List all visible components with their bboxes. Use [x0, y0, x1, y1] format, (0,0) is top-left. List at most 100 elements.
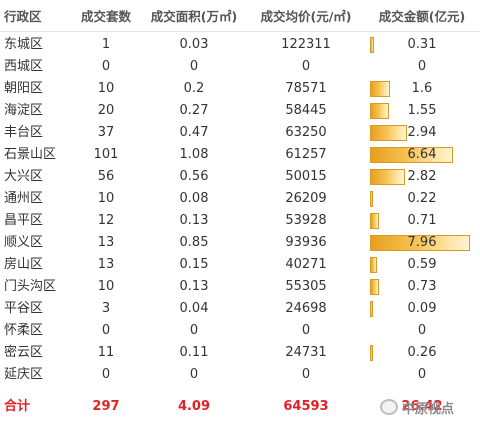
price-cell: 58445 — [285, 103, 327, 118]
amount-bar — [370, 37, 374, 53]
table-row: 东城区 1 0.03 122311 0.31 — [0, 34, 480, 56]
units-cell: 10 — [97, 191, 115, 206]
amount-cell: 7.96 — [407, 235, 437, 250]
header-amount: 成交金额(亿元) — [378, 9, 466, 24]
price-cell: 55305 — [285, 279, 327, 294]
amount-bar — [370, 81, 390, 97]
district-cell: 通州区 — [4, 191, 44, 206]
area-cell: 0.15 — [179, 257, 209, 272]
price-cell: 26209 — [285, 191, 327, 206]
units-cell: 0 — [101, 367, 111, 382]
table-row: 门头沟区 10 0.13 55305 0.73 — [0, 276, 480, 298]
header-district: 行政区 — [4, 9, 42, 24]
amount-cell: 0.22 — [407, 191, 437, 206]
amount-cell: 0.73 — [407, 279, 437, 294]
district-cell: 丰台区 — [4, 125, 44, 140]
price-cell: 0 — [301, 367, 311, 382]
area-cell: 0 — [189, 367, 199, 382]
area-cell: 0 — [189, 59, 199, 74]
units-cell: 12 — [97, 213, 115, 228]
table-row: 大兴区 56 0.56 50015 2.82 — [0, 166, 480, 188]
price-cell: 63250 — [285, 125, 327, 140]
units-cell: 20 — [97, 103, 115, 118]
units-cell: 1 — [101, 37, 111, 52]
area-cell: 0.04 — [179, 301, 209, 316]
units-cell: 10 — [97, 81, 115, 96]
area-cell: 0.85 — [179, 235, 209, 250]
table-row: 通州区 10 0.08 26209 0.22 — [0, 188, 480, 210]
table-row: 朝阳区 10 0.2 78571 1.6 — [0, 78, 480, 100]
price-cell: 0 — [301, 323, 311, 338]
district-cell: 怀柔区 — [4, 323, 44, 338]
price-cell: 93936 — [285, 235, 327, 250]
district-cell: 大兴区 — [4, 169, 44, 184]
table-row: 西城区 0 0 0 0 — [0, 56, 480, 78]
table-row: 顺义区 13 0.85 93936 7.96 — [0, 232, 480, 254]
amount-cell: 0 — [417, 323, 427, 338]
district-cell: 昌平区 — [4, 213, 44, 228]
district-cell: 西城区 — [4, 59, 44, 74]
price-cell: 0 — [301, 59, 311, 74]
units-cell: 11 — [97, 345, 115, 360]
district-cell: 延庆区 — [4, 367, 44, 382]
district-cell: 房山区 — [4, 257, 44, 272]
wechat-logo-icon — [380, 399, 398, 415]
total-area: 4.09 — [177, 399, 211, 414]
table-row: 昌平区 12 0.13 53928 0.71 — [0, 210, 480, 232]
units-cell: 3 — [101, 301, 111, 316]
watermark-text: 中原视点 — [402, 402, 455, 417]
amount-bar — [370, 103, 389, 119]
area-cell: 0 — [189, 323, 199, 338]
amount-cell: 0 — [417, 367, 427, 382]
area-cell: 1.08 — [179, 147, 209, 162]
table-row: 房山区 13 0.15 40271 0.59 — [0, 254, 480, 276]
table-row: 怀柔区 0 0 0 0 — [0, 320, 480, 342]
units-cell: 13 — [97, 235, 115, 250]
area-cell: 0.2 — [183, 81, 205, 96]
amount-bar — [370, 235, 470, 251]
header-area: 成交面积(万㎡) — [150, 9, 238, 24]
price-cell: 24731 — [285, 345, 327, 360]
units-cell: 0 — [101, 59, 111, 74]
price-cell: 122311 — [281, 37, 331, 52]
amount-cell: 0.31 — [407, 37, 437, 52]
district-cell: 平谷区 — [4, 301, 44, 316]
amount-cell: 6.64 — [407, 147, 437, 162]
district-cell: 门头沟区 — [4, 279, 57, 294]
area-cell: 0.11 — [179, 345, 209, 360]
amount-cell: 0.26 — [407, 345, 437, 360]
amount-bar — [370, 147, 453, 163]
area-cell: 0.27 — [179, 103, 209, 118]
area-cell: 0.03 — [179, 37, 209, 52]
amount-bar — [370, 345, 373, 361]
amount-cell: 2.94 — [407, 125, 437, 140]
total-amount: 26.42 — [401, 399, 443, 414]
units-cell: 10 — [97, 279, 115, 294]
total-label: 合计 — [4, 399, 31, 414]
district-cell: 石景山区 — [4, 147, 57, 162]
units-cell: 37 — [97, 125, 115, 140]
area-cell: 0.13 — [179, 279, 209, 294]
price-cell: 40271 — [285, 257, 327, 272]
amount-bar — [370, 301, 373, 317]
district-cell: 朝阳区 — [4, 81, 44, 96]
table-row: 石景山区 101 1.08 61257 6.64 — [0, 144, 480, 166]
area-cell: 0.56 — [179, 169, 209, 184]
units-cell: 101 — [93, 147, 119, 162]
total-price: 64593 — [283, 399, 329, 414]
district-cell: 密云区 — [4, 345, 44, 360]
area-cell: 0.08 — [179, 191, 209, 206]
table-row: 密云区 11 0.11 24731 0.26 — [0, 342, 480, 364]
amount-cell: 0.71 — [407, 213, 437, 228]
amount-cell: 1.55 — [407, 103, 437, 118]
amount-bar — [370, 213, 379, 229]
price-cell: 53928 — [285, 213, 327, 228]
table-row: 丰台区 37 0.47 63250 2.94 — [0, 122, 480, 144]
district-cell: 海淀区 — [4, 103, 44, 118]
header-divider — [0, 31, 480, 32]
amount-cell: 2.82 — [407, 169, 437, 184]
area-cell: 0.47 — [179, 125, 209, 140]
units-cell: 13 — [97, 257, 115, 272]
district-cell: 东城区 — [4, 37, 44, 52]
